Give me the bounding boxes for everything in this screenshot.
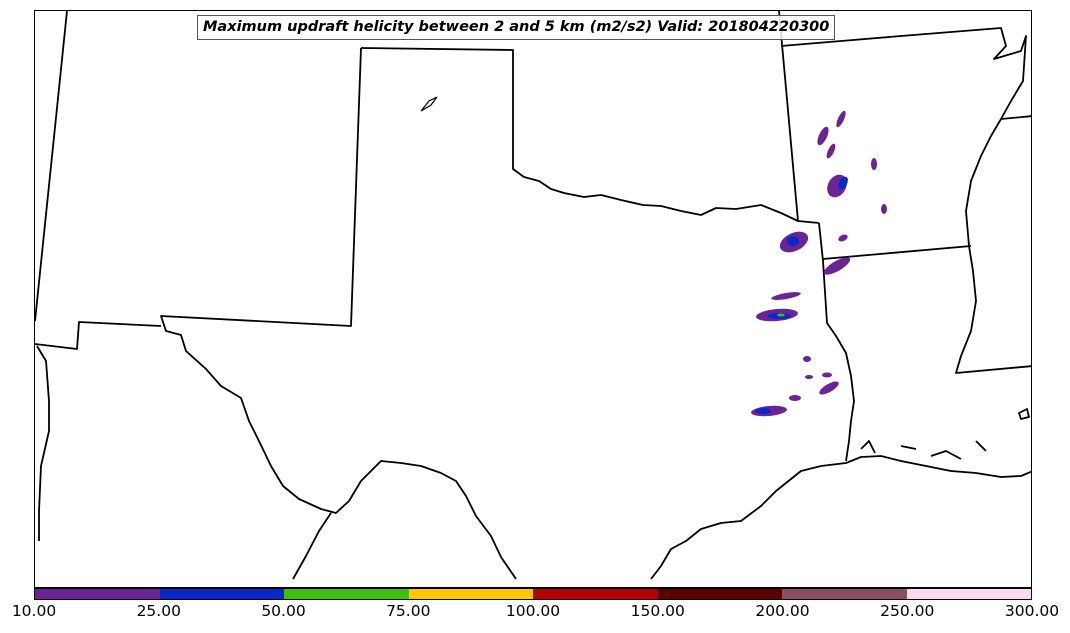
state-border-nm-tx-west — [35, 321, 162, 350]
colorbar-segment — [782, 589, 907, 599]
swath — [823, 257, 851, 275]
map-canvas — [35, 11, 1031, 580]
colorbar-tick-label: 300.00 — [1004, 602, 1060, 620]
swath — [817, 126, 829, 146]
state-border-nm-tx — [160, 47, 517, 580]
coast-detail-1 — [860, 408, 1030, 460]
colorbar-tick-label: 150.00 — [630, 602, 685, 620]
swath — [822, 372, 832, 378]
colorbar-tick-label: 25.00 — [136, 602, 181, 620]
helicity-swaths — [751, 110, 887, 417]
swath — [826, 143, 836, 159]
state-border-tx-la — [818, 222, 855, 462]
swath — [771, 292, 801, 300]
swath — [838, 234, 848, 242]
swath-core — [787, 236, 799, 246]
state-border-mississippi-river — [780, 27, 1031, 374]
colorbar-segment — [906, 589, 1031, 599]
swath-core — [838, 176, 848, 190]
colorbar-tick-label: 200.00 — [755, 602, 810, 620]
swath — [827, 174, 847, 198]
colorbar-segment — [35, 589, 160, 599]
border-tx-mexico — [292, 512, 332, 580]
colorbar-segment — [657, 589, 782, 599]
swath — [789, 395, 801, 401]
swath — [836, 110, 846, 128]
gulf-coastline — [650, 455, 1031, 580]
colorbar-segment — [408, 589, 533, 599]
swath — [803, 356, 811, 362]
map-title: Maximum updraft helicity between 2 and 5… — [197, 15, 836, 40]
state-border-tx-panhandle — [360, 47, 820, 224]
state-border-ok-ar — [778, 11, 799, 222]
map-frame — [34, 10, 1032, 588]
swath — [871, 158, 877, 170]
swath — [805, 375, 813, 379]
swath — [819, 381, 839, 395]
colorbar-tick-label: 75.00 — [386, 602, 431, 620]
colorbar-tick-label: 50.00 — [261, 602, 306, 620]
swath — [881, 204, 887, 214]
state-border-ms-al — [1000, 115, 1031, 120]
state-border-ar-la — [822, 245, 972, 260]
colorbar-segment — [159, 589, 284, 599]
swath-core-high — [777, 313, 785, 317]
colorbar-segment — [284, 589, 409, 599]
colorbar — [34, 588, 1032, 600]
colorbar-tick-label: 250.00 — [880, 602, 935, 620]
state-border-nm-az — [35, 11, 68, 322]
panhandle-lake — [420, 96, 438, 112]
colorbar-tick-label: 100.00 — [505, 602, 561, 620]
colorbar-segment — [533, 589, 658, 599]
swath-core — [755, 408, 771, 414]
colorbar-tick-label: 10.00 — [11, 602, 57, 620]
border-tx-mexico-west — [36, 345, 50, 541]
